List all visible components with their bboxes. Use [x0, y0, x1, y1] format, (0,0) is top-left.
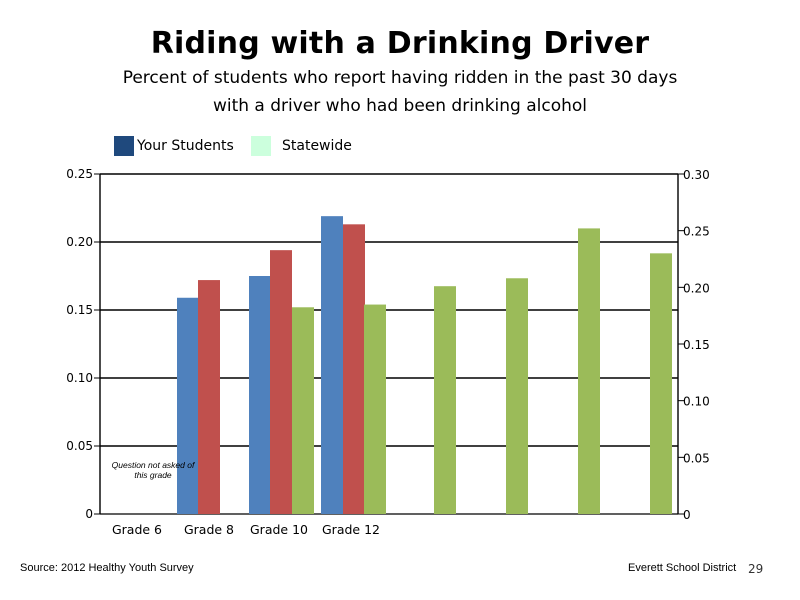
left-axis-tick-label: 0.25	[66, 167, 93, 181]
chart-legend: Your Students Statewide	[0, 136, 800, 156]
legend-swatch-your-students	[114, 136, 134, 156]
x-axis-tick-label: Grade 8	[184, 522, 234, 537]
chart-subtitle-line1: Percent of students who report having ri…	[122, 68, 678, 88]
bar	[434, 286, 456, 514]
right-axis-tick-label: 0.20	[683, 281, 710, 295]
district-name: Everett School District	[628, 562, 737, 574]
left-axis-tick-label: 0.05	[66, 439, 93, 453]
left-axis-tick-label: 0	[85, 507, 93, 521]
page-number: 29	[748, 562, 764, 576]
bar	[321, 216, 343, 514]
right-axis-tick-label: 0.10	[683, 395, 710, 409]
bar	[249, 276, 271, 514]
bar	[578, 228, 600, 514]
x-axis-tick-label: Grade 10	[250, 522, 308, 537]
right-axis-tick-label: 0.30	[683, 168, 710, 182]
x-axis-tick-label: Grade 12	[322, 522, 380, 537]
bar	[198, 280, 220, 514]
bar	[650, 253, 672, 515]
bar	[364, 304, 386, 514]
legend-label-your-students: Your Students	[137, 138, 234, 154]
left-axis-tick-label: 0.15	[66, 303, 93, 317]
x-axis-tick-label: Grade 6	[112, 522, 162, 537]
right-axis-tick-label: 0.25	[683, 225, 710, 239]
bar	[292, 307, 314, 514]
legend-swatch-statewide	[251, 136, 271, 156]
chart-title: Riding with a Drinking Driver	[150, 26, 650, 61]
bar	[177, 297, 199, 514]
left-axis-tick-label: 0.10	[66, 371, 93, 385]
bar	[343, 224, 365, 514]
chart-annotation: Question not asked of this grade	[111, 460, 195, 480]
source-note: Source: 2012 Healthy Youth Survey	[20, 562, 194, 574]
right-axis-tick-label: 0.15	[683, 338, 710, 352]
bar	[506, 278, 528, 514]
left-axis-tick-label: 0.20	[66, 235, 93, 249]
right-axis-tick-label: 0.05	[683, 451, 710, 465]
chart-subtitle-line2: with a driver who had been drinking alco…	[212, 96, 588, 116]
legend-label-statewide: Statewide	[282, 138, 352, 154]
right-axis-tick-label: 0	[683, 508, 691, 522]
bar	[270, 250, 292, 514]
